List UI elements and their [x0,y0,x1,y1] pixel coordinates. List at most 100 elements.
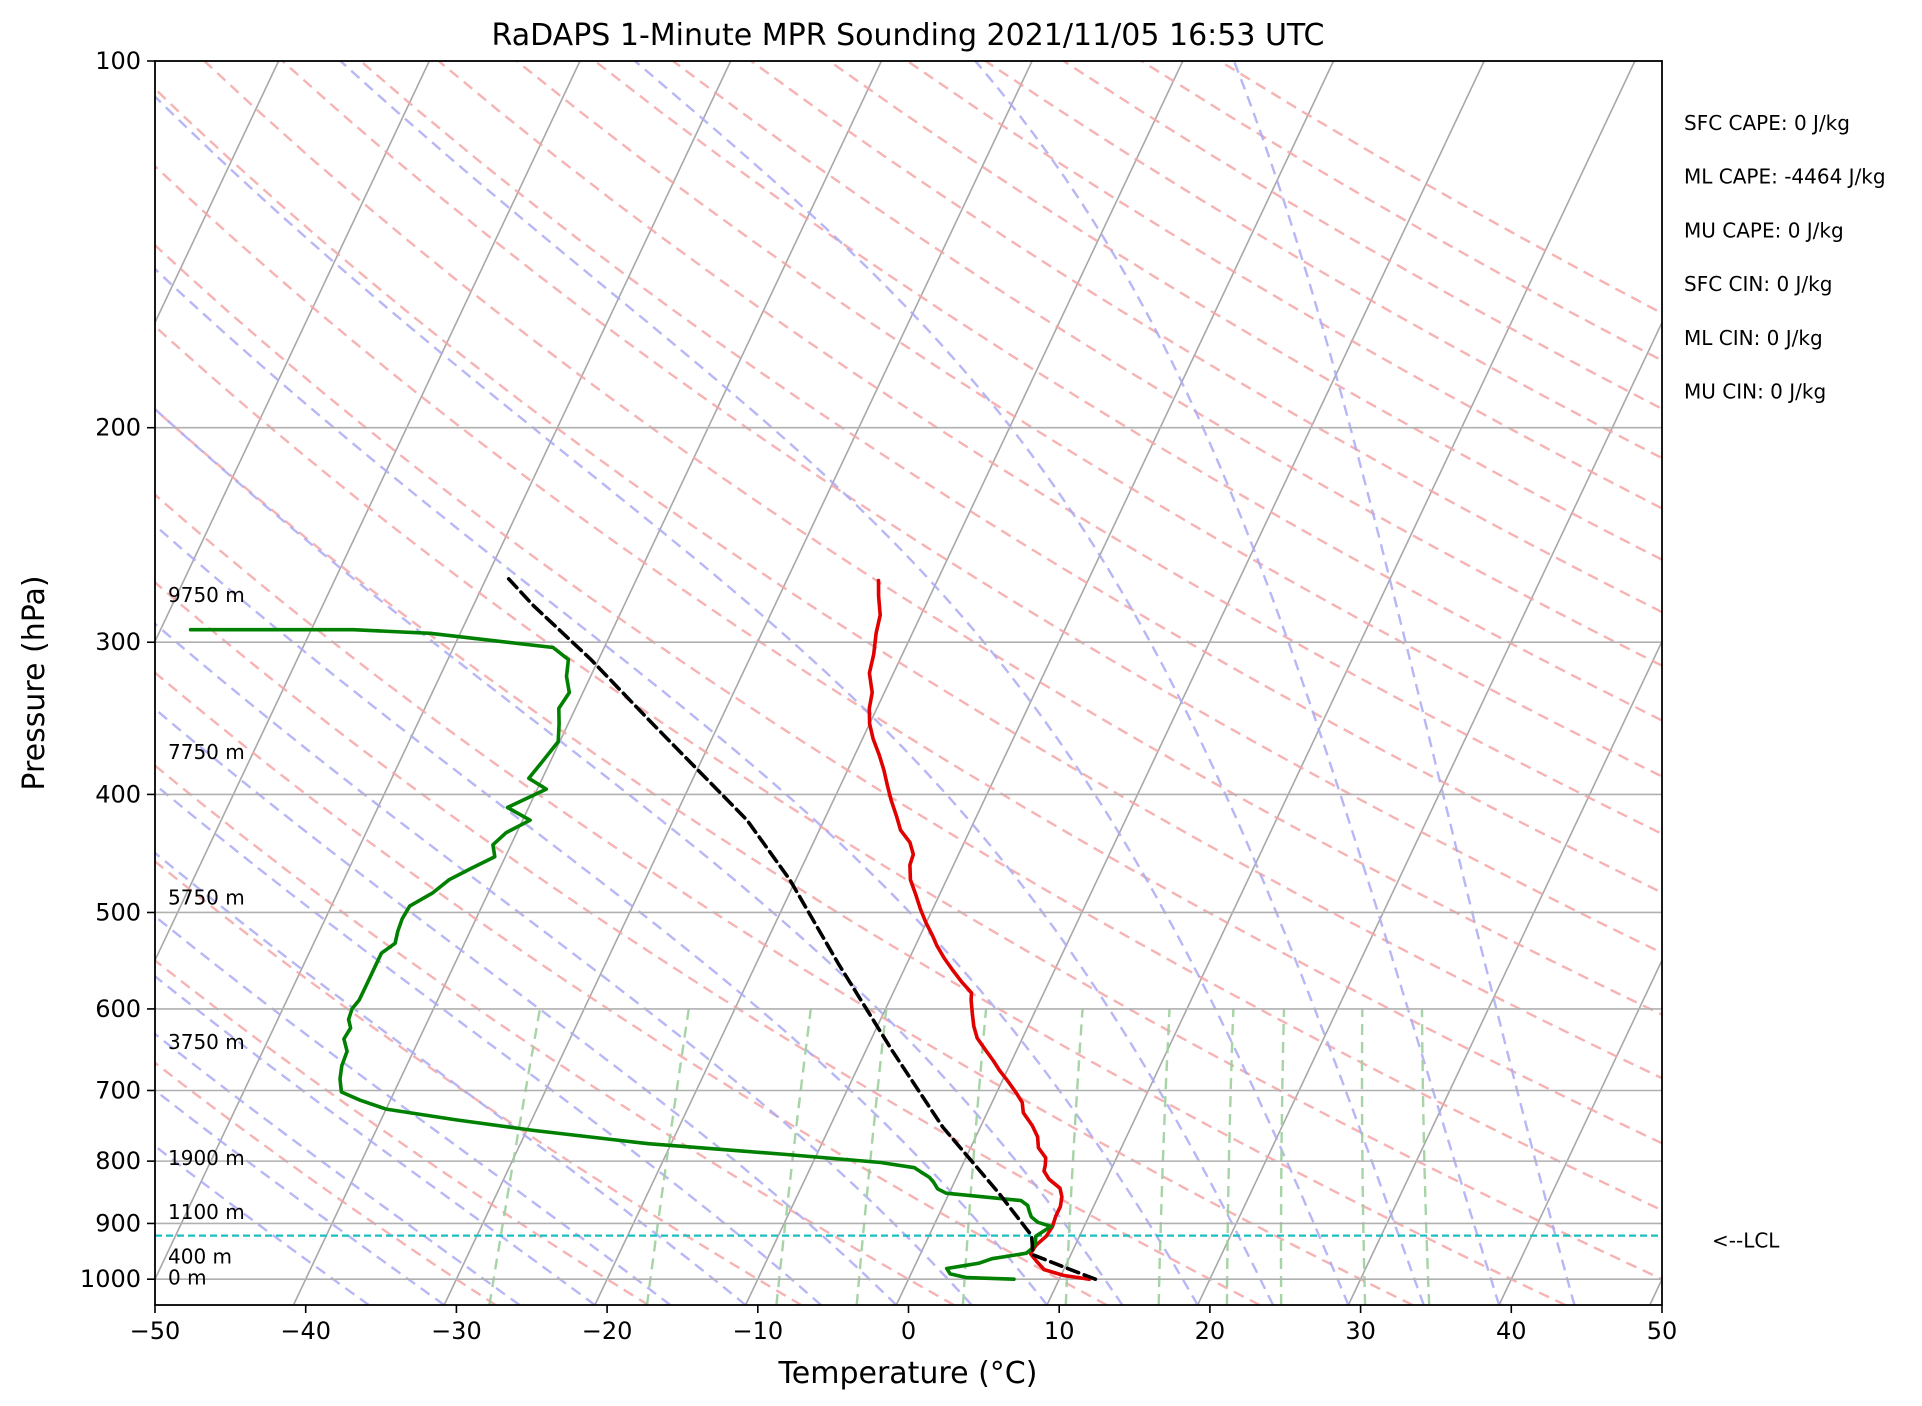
x-tick-label: −20 [582,1317,633,1345]
mixing-ratio-line [488,1008,542,1305]
convective-parameters: SFC CAPE: 0 J/kg ML CAPE: -4464 J/kg MU CA… [1684,111,1886,404]
parameter-text: MU CAPE: 0 J/kg [1684,218,1844,242]
dry-adiabat-line [515,61,1662,778]
mixing-ratio-line [645,1008,690,1305]
dry-adiabat-line [203,61,1662,1016]
isotherm-line [1498,958,1662,1305]
moist-adiabat-line [155,914,672,1305]
isotherm-line [895,61,1485,1305]
dry-adiabat-line [437,61,1662,836]
moist-adiabat-line [1232,61,1576,1305]
mixing-ratio-line [1157,1008,1171,1305]
moist-adiabat-line [155,707,898,1305]
x-tick-label: −30 [431,1317,482,1345]
isotherm-line [155,61,431,644]
height-label: 1100 m [168,1200,245,1224]
dry-adiabat-line [155,763,955,1305]
height-labels: 9750 m 7750 m 5750 m 3750 m 1900 m 1100 m 400 … [168,583,245,1289]
mixing-ratio-line [1225,1008,1235,1305]
moist-adiabat-line [155,267,1199,1305]
dry-adiabat-line [155,580,1261,1305]
sounding-profiles [188,574,1098,1281]
isotherm-line [155,61,280,325]
parcel-profile-line [504,574,1098,1281]
moist-adiabat-line [155,1088,445,1305]
parameter-text: SFC CAPE: 0 J/kg [1684,111,1850,135]
x-tick-label: 40 [1496,1317,1527,1345]
y-tick-label: 100 [95,47,141,75]
dry-adiabat-line [906,61,1662,510]
dry-adiabat-line [155,87,1662,1080]
lcl-label: <--LCL [1712,1229,1780,1253]
dry-adiabat-line [750,61,1662,614]
y-tick-label: 500 [95,898,141,926]
moist-adiabat-line [155,523,1048,1305]
y-tick-label: 900 [95,1209,141,1237]
moist-adiabat-line [634,61,1425,1305]
y-tick-label: 200 [95,414,141,442]
moist-adiabat-line [155,1032,521,1305]
height-label: 400 m [168,1245,232,1269]
y-axis-ticks: 100 200 300 400 500 600 700 800 900 1000 [80,47,155,1293]
height-label: 1900 m [168,1146,245,1170]
moist-adiabat-line [155,974,596,1305]
y-tick-label: 700 [95,1076,141,1104]
chart-title: RaDAPS 1-Minute MPR Sounding 2021/11/05 … [492,18,1325,53]
height-label: 3750 m [168,1030,245,1054]
dry-adiabat-line [1140,61,1662,362]
moist-adiabat-line [974,61,1501,1305]
mixing-ratio-line [855,1008,888,1305]
x-axis-label: Temperature (°C) [778,1356,1038,1391]
x-tick-label: 50 [1647,1317,1678,1345]
x-tick-label: −50 [130,1317,181,1345]
isotherm-line [155,61,732,1282]
dry-adiabat-line [155,243,1662,1212]
mixing-ratio-line [1420,1008,1431,1305]
height-label: 0 m [168,1266,207,1290]
mixing-ratio-line [775,1008,812,1305]
mixing-ratio-line [1279,1008,1286,1305]
dry-adiabat-line [1219,61,1662,315]
moist-adiabat-line [155,782,822,1305]
moist-adiabat-line [155,851,747,1305]
isotherm-line [1196,320,1662,1305]
isotherm-line [744,61,1335,1305]
parameter-text: MU CIN: 0 J/kg [1684,380,1826,404]
x-tick-label: −10 [732,1317,783,1345]
parameter-text: ML CIN: 0 J/kg [1684,326,1823,350]
dry-adiabat-line [155,671,1108,1305]
dry-adiabat-line [281,61,1662,955]
lcl-marker: <--LCL [155,1229,1780,1253]
x-tick-label: 0 [901,1317,916,1345]
temperature-profile-line [867,578,1092,1281]
isotherm-line [1649,1277,1662,1305]
isotherm-line [1046,61,1636,1305]
x-tick-label: −40 [280,1317,331,1345]
dry-adiabat-line [155,1061,497,1305]
x-tick-label: 10 [1044,1317,1075,1345]
moist-adiabat-line [155,407,1124,1305]
y-tick-label: 1000 [80,1265,141,1293]
moist-adiabat-line [339,61,1350,1305]
dry-adiabat-line [359,61,1662,894]
isotherm-line [155,61,581,963]
mixing-ratio-line [1064,1008,1084,1305]
y-axis-label: Pressure (hPa) [17,575,52,790]
dry-adiabat-line [155,324,1662,1281]
parameter-text: ML CAPE: -4464 J/kg [1684,165,1886,189]
dry-adiabat-line [984,61,1662,460]
dry-adiabat-line [155,164,1662,1145]
mixing-ratio-line [1360,1008,1367,1305]
dry-adiabat-line [155,958,650,1305]
y-tick-label: 300 [95,628,141,656]
dry-adiabat-line [155,493,1414,1305]
isotherm-line [292,61,883,1305]
dry-adiabat-line [155,859,802,1305]
dry-adiabat-line [828,61,1662,561]
background-lines [155,61,1662,1305]
isotherm-line [594,61,1184,1305]
parameter-text: SFC CIN: 0 J/kg [1684,272,1832,296]
x-axis-ticks: −50 −40 −30 −20 −10 0 10 20 30 40 50 [130,1305,1678,1345]
dry-adiabat-line [1062,61,1662,411]
